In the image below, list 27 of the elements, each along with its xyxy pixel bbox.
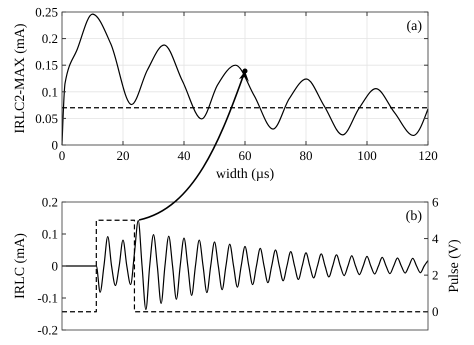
x-axis-title: width (µs) [216,167,274,182]
y-axis-title: IRLC2-MAX (mA) [13,23,28,134]
y2-tick-label: 4 [432,231,439,246]
y-axis-title: IRLC (mA) [13,232,28,299]
y-tick-label: 0.2 [42,194,58,210]
y-tick-label: 0.1 [42,84,58,100]
x-tick-label: 60 [238,148,252,163]
y2-tick-label: 6 [432,194,439,210]
x-tick-label: 80 [300,148,312,163]
y-tick-label: 0.15 [35,58,58,73]
y-tick-label: 0 [52,258,58,274]
x-tick-label: 120 [418,148,438,163]
y-tick-label: 0.25 [35,4,58,20]
y2-axis-title: Pulse (V) [447,239,462,293]
x-tick-label: 100 [357,148,377,163]
y-tick-label: 0.2 [42,31,58,46]
x-tick-label: 40 [178,148,190,163]
y2-tick-label: 2 [432,268,438,283]
annotation: (a) [406,19,422,34]
y-tick-label: -0.1 [37,290,58,306]
y-tick-label: 0.1 [42,226,58,242]
y2-tick-label: 0 [432,304,438,320]
y-tick-label: 0.05 [35,110,58,126]
y-tick-label: -0.2 [37,322,58,338]
x-tick-label: 20 [116,148,130,163]
y-tick-label: 0 [52,138,58,152]
annotation: (b) [406,209,422,224]
